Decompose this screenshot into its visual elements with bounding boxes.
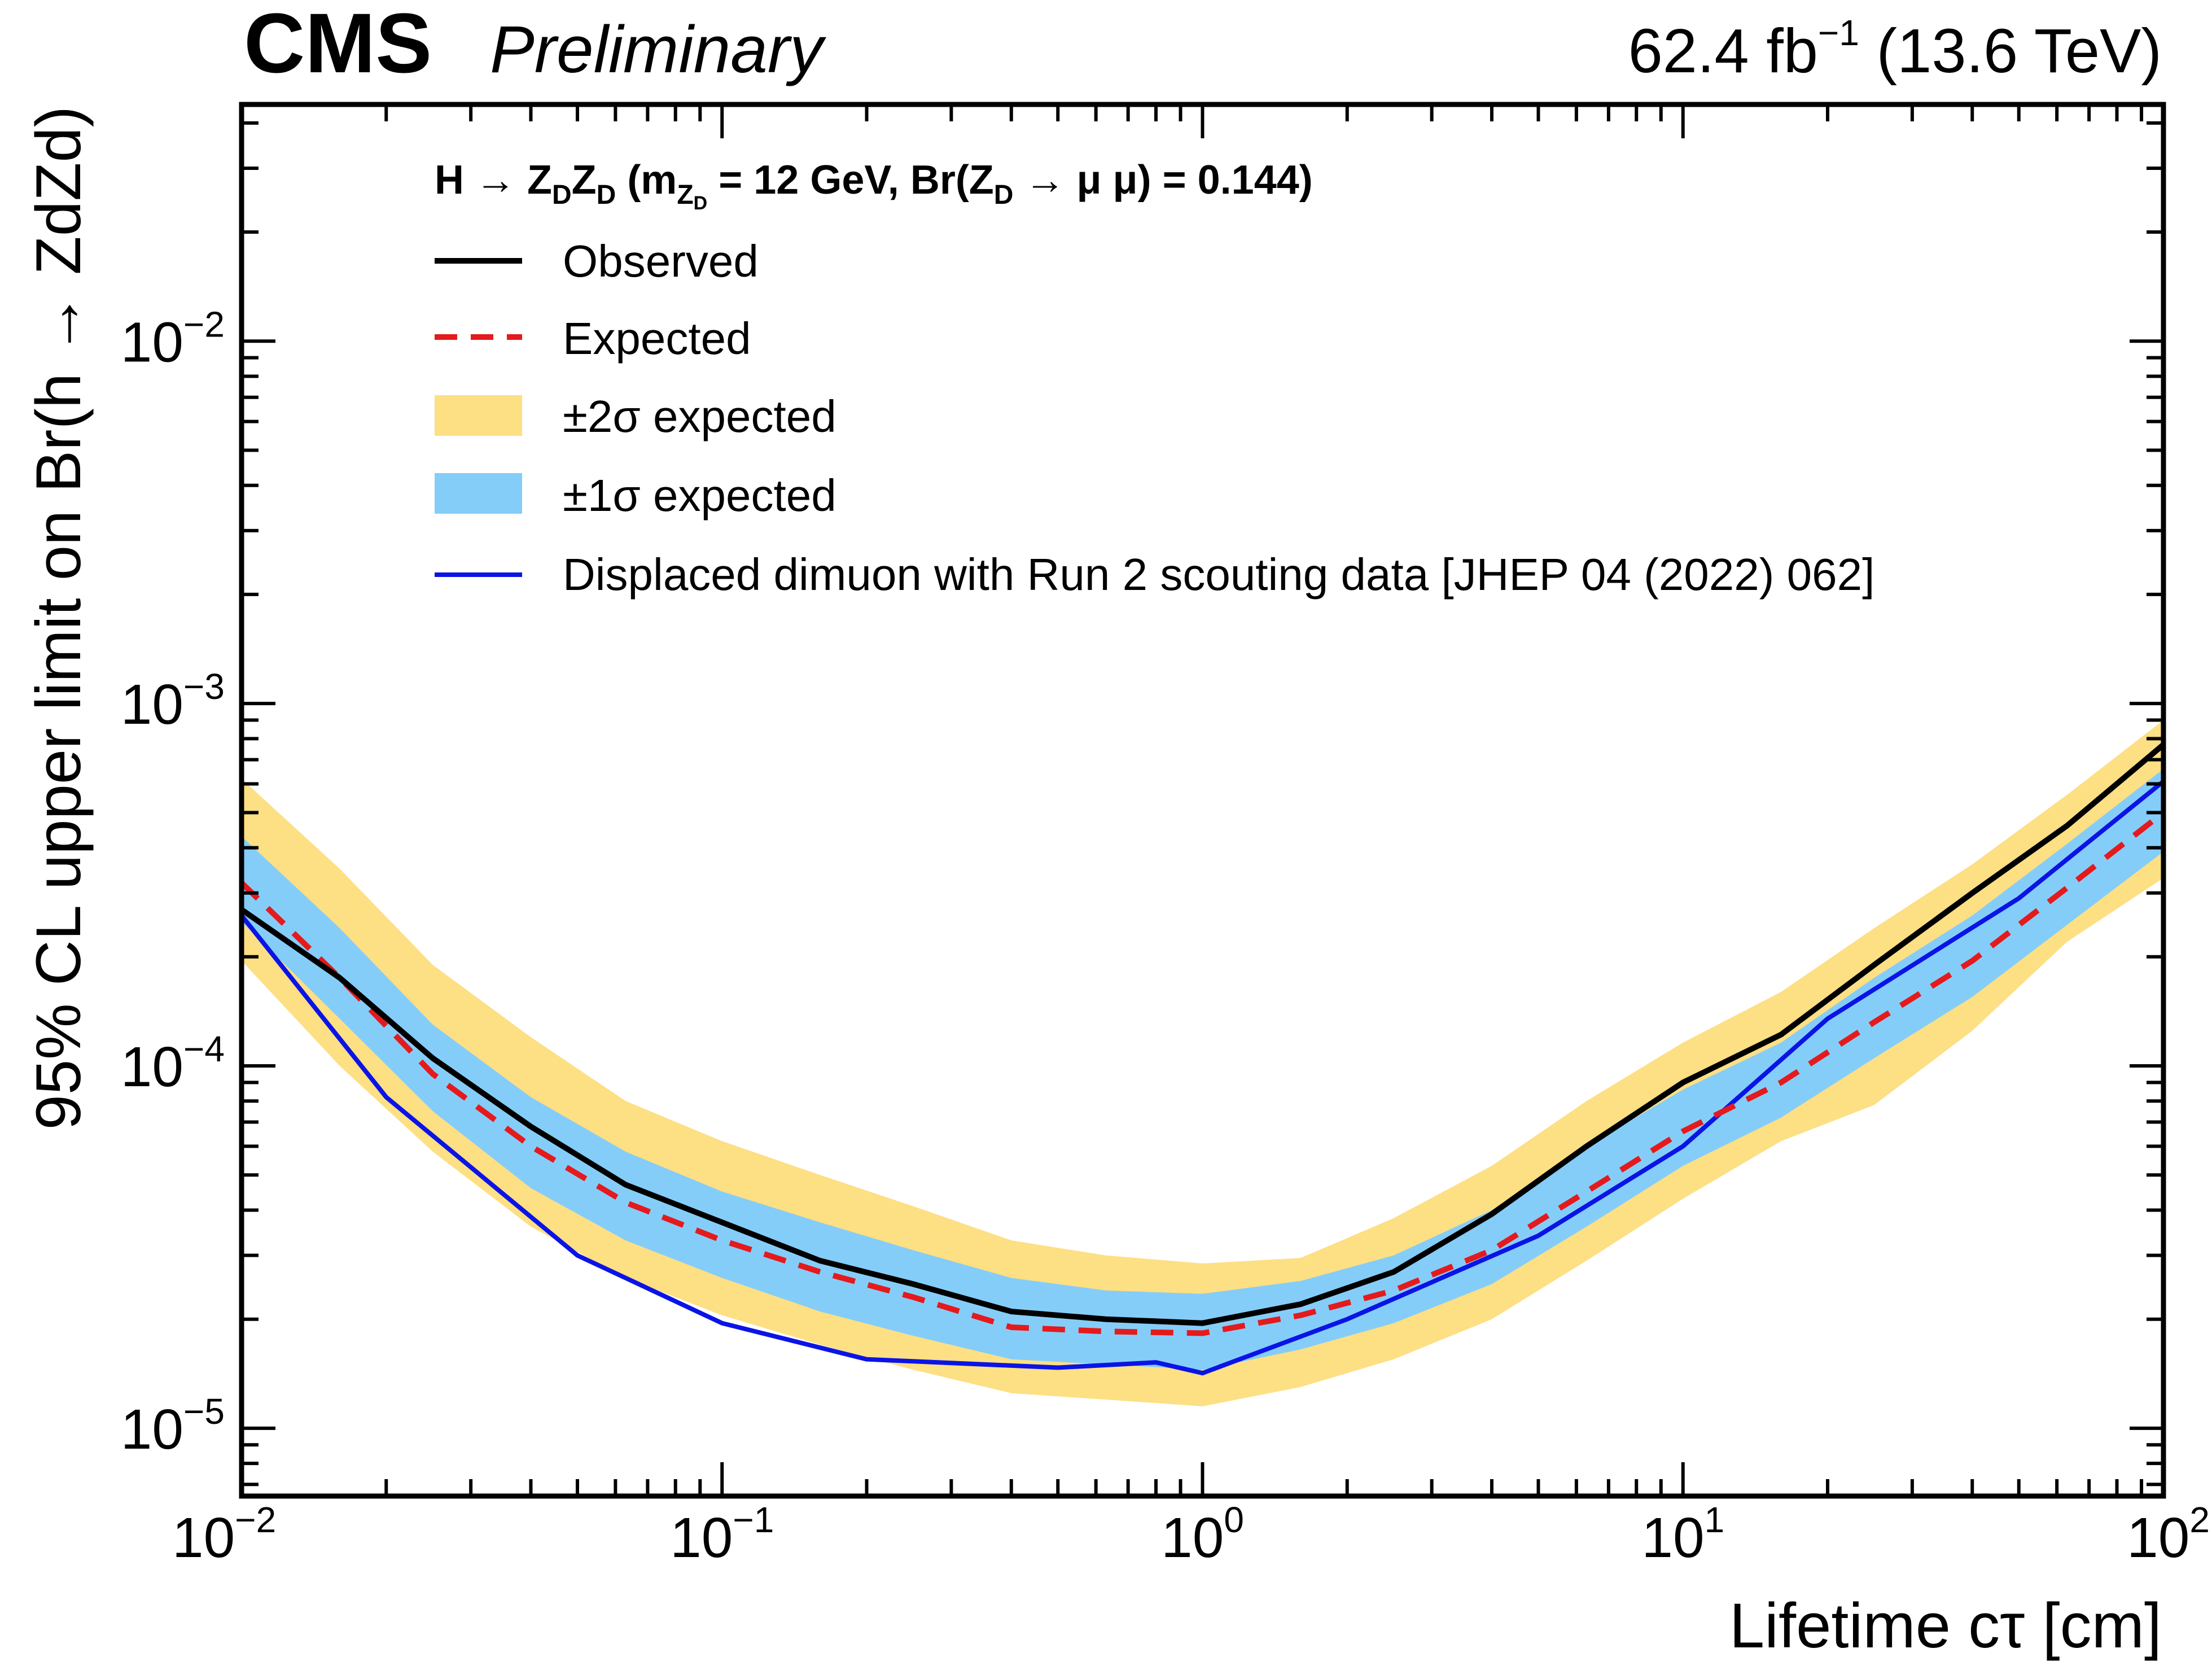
- x-axis-label: Lifetime cτ [cm]: [1729, 1590, 2162, 1661]
- x-tick-label: 10−2: [172, 1499, 276, 1569]
- luminosity-label: 62.4 fb−1 (13.6 TeV): [1628, 12, 2162, 86]
- y-tick-label: 10−2: [121, 304, 225, 374]
- x-tick-label: 10−1: [670, 1499, 774, 1569]
- legend-2sigma-label: ±2σ expected: [563, 391, 836, 441]
- y-axis-label: 95% CL upper limit on Br(h → ZdZd): [23, 106, 94, 1130]
- x-tick-label: 100: [1161, 1499, 1244, 1569]
- legend-run2-label: Displaced dimuon with Run 2 scouting dat…: [563, 549, 1874, 600]
- legend-2sigma-swatch: [435, 395, 522, 436]
- legend-1sigma-label: ±1σ expected: [563, 470, 836, 521]
- tick-labels: 10−2 10−1 100 101 102 10−5 10−4 10−3 10−2: [121, 304, 2210, 1569]
- axis-ticks: [240, 104, 2165, 1496]
- y-tick-label: 10−4: [121, 1029, 225, 1099]
- legend-title: H → ZDZD (mZD = 12 GeV, Br(ZD → μ μ) = 0…: [435, 158, 1313, 214]
- observed-line: [242, 742, 2163, 1326]
- y-tick-label: 10−5: [121, 1391, 225, 1461]
- plot-frame: [239, 102, 2166, 1499]
- experiment-label: CMS: [244, 0, 432, 90]
- plot-area: [242, 720, 2163, 1406]
- legend-expected-label: Expected: [563, 313, 751, 364]
- status-label: Preliminary: [490, 12, 826, 87]
- expected-line: [242, 810, 2163, 1336]
- x-tick-label: 101: [1641, 1499, 1724, 1569]
- y-tick-label: 10−3: [121, 666, 225, 736]
- legend-observed-label: Observed: [563, 236, 759, 286]
- run2-line: [242, 779, 2163, 1376]
- legend: H → ZDZD (mZD = 12 GeV, Br(ZD → μ μ) = 0…: [435, 158, 1874, 600]
- x-tick-label: 102: [2127, 1499, 2210, 1569]
- legend-1sigma-swatch: [435, 473, 522, 514]
